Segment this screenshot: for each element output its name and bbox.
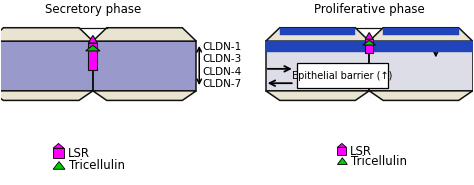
- Polygon shape: [383, 28, 459, 35]
- Text: CLDN-7: CLDN-7: [202, 79, 241, 89]
- Polygon shape: [369, 91, 473, 100]
- Polygon shape: [369, 41, 473, 91]
- Polygon shape: [337, 158, 347, 164]
- Polygon shape: [88, 43, 97, 70]
- Polygon shape: [93, 91, 196, 100]
- Text: Proliferative phase: Proliferative phase: [314, 3, 425, 16]
- Polygon shape: [53, 148, 64, 158]
- Text: LSR: LSR: [68, 147, 90, 159]
- Polygon shape: [365, 33, 373, 39]
- Text: Secretory phase: Secretory phase: [45, 3, 141, 16]
- Polygon shape: [337, 143, 346, 147]
- Polygon shape: [86, 45, 100, 51]
- FancyBboxPatch shape: [297, 63, 388, 88]
- Text: Tricellulin: Tricellulin: [351, 155, 407, 168]
- Polygon shape: [93, 41, 196, 91]
- Polygon shape: [88, 35, 97, 43]
- Text: CLDN-1: CLDN-1: [202, 42, 241, 52]
- Polygon shape: [266, 41, 369, 52]
- Text: Tricellulin: Tricellulin: [69, 159, 125, 172]
- Polygon shape: [53, 143, 64, 148]
- Polygon shape: [266, 28, 369, 41]
- Polygon shape: [93, 28, 196, 41]
- Polygon shape: [337, 147, 346, 155]
- Text: Epithelial barrier (↑): Epithelial barrier (↑): [292, 70, 392, 80]
- Polygon shape: [0, 41, 93, 91]
- Polygon shape: [365, 39, 373, 53]
- Polygon shape: [363, 40, 375, 45]
- Polygon shape: [280, 28, 356, 35]
- Polygon shape: [0, 91, 93, 100]
- Polygon shape: [369, 41, 473, 52]
- Text: CLDN-3: CLDN-3: [202, 54, 241, 64]
- Polygon shape: [266, 41, 369, 91]
- Polygon shape: [0, 28, 93, 41]
- Text: CLDN-4: CLDN-4: [202, 67, 241, 77]
- Polygon shape: [369, 28, 473, 41]
- Polygon shape: [53, 162, 65, 169]
- Text: LSR: LSR: [350, 145, 373, 158]
- Polygon shape: [266, 91, 369, 100]
